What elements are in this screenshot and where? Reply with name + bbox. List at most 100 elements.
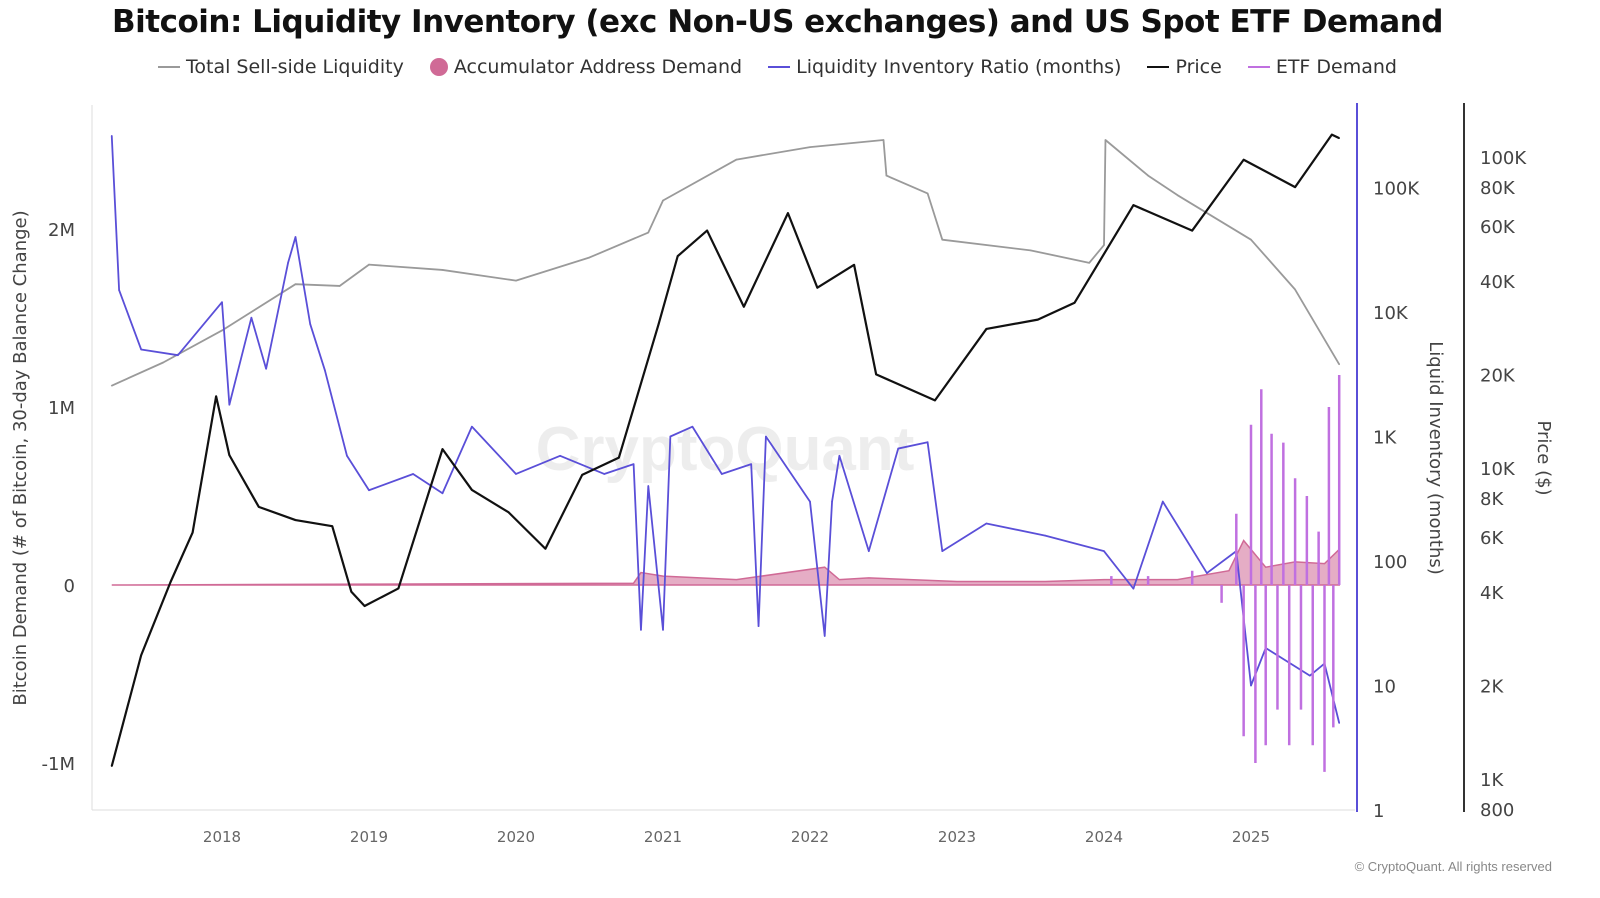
y-right1-tick-label: 100K [1373,179,1420,200]
data-point-price [544,547,547,550]
data-point-total-sell-side-liquidity [1104,139,1107,141]
data-point-total-sell-side-liquidity [1088,262,1091,264]
x-tick-label: 2023 [938,828,976,846]
data-point-liquidity-inventory-ratio-months [441,492,444,495]
data-point-total-sell-side-liquidity [368,263,370,266]
y-right2-tick-label: 40K [1480,272,1516,293]
data-point-price [618,456,620,459]
chart-title: Bitcoin: Liquidity Inventory (exc Non-US… [112,4,1443,40]
x-tick-label: 2024 [1085,828,1123,846]
data-point-liquidity-inventory-ratio-months [294,236,297,238]
data-point-liquidity-inventory-ratio-months [228,403,231,406]
copyright: © CryptoQuant. All rights reserved [1354,859,1552,874]
data-point-total-sell-side-liquidity [515,279,517,282]
data-point-price [1338,137,1340,139]
x-tick-label: 2019 [350,828,388,846]
data-point-liquidity-inventory-ratio-months [221,301,223,303]
data-point-liquidity-inventory-ratio-months [1250,684,1252,687]
data-point-total-sell-side-liquidity [338,285,341,287]
data-point-liquidity-inventory-ratio-months [324,369,326,372]
data-point-liquidity-inventory-ratio-months [823,635,826,637]
data-point-liquidity-inventory-ratio-months [750,463,752,465]
y-left-tick-label: 1M [48,398,75,419]
data-point-liquidity-inventory-ratio-months [838,454,841,457]
legend-label: Accumulator Address Demand [453,56,743,78]
data-point-price [1132,204,1135,206]
data-point-price [706,229,708,232]
legend-item-inventory[interactable]: Liquidity Inventory Ratio (months) [768,56,1121,78]
data-point-liquidity-inventory-ratio-months [985,522,988,525]
data-point-liquidity-inventory-ratio-months [110,135,113,137]
y-left-tick-label: 0 [64,576,75,597]
data-point-liquidity-inventory-ratio-months [515,473,517,475]
data-point-price [581,474,583,476]
x-tick-label: 2022 [791,828,829,846]
data-point-total-sell-side-liquidity [162,361,164,364]
series-line-liquidity-inventory-ratio-months [110,135,1341,724]
data-point-total-sell-side-liquidity [1103,244,1105,246]
data-point-total-sell-side-liquidity [1029,249,1032,252]
data-point-price [657,323,660,325]
legend-label: ETF Demand [1275,56,1397,78]
data-point-liquidity-inventory-ratio-months [662,629,664,631]
data-point-price [441,448,444,450]
y-right1-tick-label: 1K [1373,428,1397,449]
data-point-price [350,590,353,593]
data-point-liquidity-inventory-ratio-months [669,435,672,438]
y-right2-tick-label: 20K [1480,365,1516,386]
data-point-price [363,605,366,607]
y-right1-tick-label: 1 [1373,801,1384,822]
data-point-total-sell-side-liquidity [885,174,888,177]
data-point-price [191,531,194,534]
data-point-total-sell-side-liquidity [441,269,444,271]
x-tick-label: 2025 [1232,828,1270,846]
legend-item-accumulator[interactable]: Accumulator Address Demand [429,56,743,78]
y-right2-tick-label: 100K [1480,148,1527,169]
data-point-liquidity-inventory-ratio-months [471,425,473,428]
legend-item-etf[interactable]: ETF Demand [1247,56,1397,78]
data-point-total-sell-side-liquidity [1147,174,1149,177]
data-point-total-sell-side-liquidity [1294,288,1296,291]
data-point-total-sell-side-liquidity [882,139,885,141]
data-point-price [215,395,217,398]
data-point-liquidity-inventory-ratio-months [265,367,267,370]
data-point-total-sell-side-liquidity [1250,238,1252,241]
y-right1-tick-label: 100 [1373,552,1407,573]
legend-swatch [429,58,448,76]
data-point-price [934,399,936,402]
data-point-price [228,454,231,456]
y-right2-tick-label: 4K [1480,583,1504,604]
data-point-total-sell-side-liquidity [926,192,929,195]
data-point-price [985,328,988,330]
data-point-total-sell-side-liquidity [735,158,738,161]
data-point-liquidity-inventory-ratio-months [868,550,870,552]
data-point-total-sell-side-liquidity [588,256,591,259]
data-point-price [1191,229,1193,232]
x-tick-label: 2020 [497,828,535,846]
y-right2-tick-label: 800 [1480,800,1514,821]
y-right1-tick-label: 10 [1373,677,1396,698]
data-point-total-sell-side-liquidity [809,146,811,148]
data-point-liquidity-inventory-ratio-months [632,463,635,465]
y-right2-tick-label: 10K [1480,459,1516,480]
data-point-liquidity-inventory-ratio-months [603,473,605,475]
legend-item-sell-side[interactable]: Total Sell-side Liquidity [158,56,404,78]
data-point-liquidity-inventory-ratio-months [640,629,642,631]
y-left-tick-label: -1M [42,754,75,775]
y-right2-tick-label: 80K [1480,178,1516,199]
y-right2-tick-label: 8K [1480,489,1504,510]
legend-label: Liquidity Inventory Ratio (months) [796,56,1122,78]
series-line-price [110,133,1340,767]
data-point-price [110,765,113,767]
data-point-price [1037,318,1039,321]
data-point-total-sell-side-liquidity [294,283,297,285]
data-point-total-sell-side-liquidity [1338,363,1340,366]
y-left-label: Bitcoin Demand (# of Bitcoin, 30-day Bal… [10,210,31,705]
legend-label: Price [1175,56,1222,78]
y-right2-label: Price ($) [1533,420,1554,495]
legend-item-price[interactable]: Price [1147,56,1222,78]
data-point-total-sell-side-liquidity [221,329,223,332]
data-point-price [169,581,172,583]
data-point-price [676,255,679,257]
legend-swatch [1247,66,1270,68]
